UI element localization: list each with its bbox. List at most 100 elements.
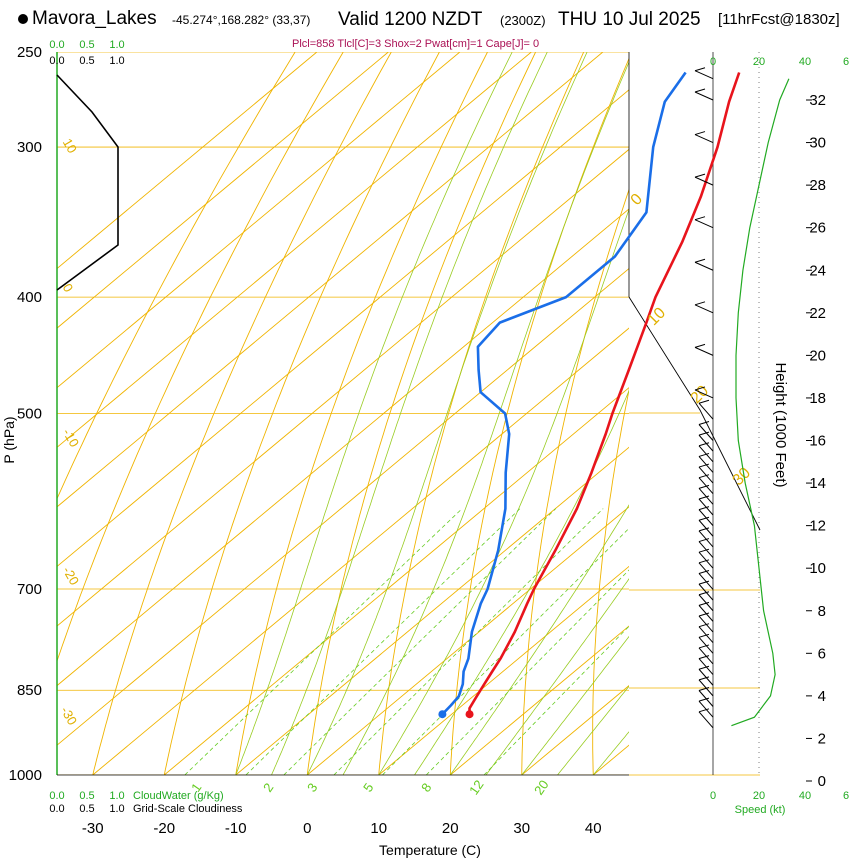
speed-scale-bottom: 20 (753, 790, 765, 802)
wind-barb-staff (698, 498, 714, 516)
wind-barb-flag (698, 708, 710, 713)
wind-barb (698, 623, 714, 644)
wind-barb-staff (698, 466, 714, 484)
dry-adiabat-line (235, 52, 489, 775)
wind-barb (698, 676, 714, 697)
isotherm-line (57, 52, 532, 448)
wind-barb-staff (698, 594, 714, 612)
wind-barb-flag (698, 676, 710, 681)
height-tick-label: 8 (818, 603, 826, 620)
wind-barb-staff (698, 711, 714, 729)
mixing-ratio-line (425, 569, 629, 775)
height-tick-label: 22 (809, 305, 826, 322)
dry-adiabat-line (163, 52, 440, 775)
temperature-tick-label: 0 (303, 820, 311, 837)
temperature-tick-label: -30 (82, 820, 104, 837)
wind-barb-staff (694, 176, 714, 186)
wind-barb-flag (698, 399, 710, 404)
wind-barb-flag (698, 463, 710, 468)
cloudwater-scale-bottom: 1.0 (109, 790, 124, 802)
speed-label: Speed (kt) (735, 804, 786, 816)
wind-barb (698, 506, 714, 526)
height-tick-label: 6 (818, 645, 826, 662)
y-axis-title: P (hPa) (1, 416, 17, 463)
cloudiness-scale-bottom: 0.5 (79, 803, 94, 815)
valid-time: Valid 1200 NZDT (338, 9, 483, 30)
wind-barb (698, 538, 714, 558)
isotherm-line (163, 387, 629, 775)
wind-barb-flag (698, 495, 710, 500)
wind-barb-flag (698, 591, 710, 596)
wind-barb (698, 569, 714, 590)
height-axis-title: Height (1000 Feet) (772, 362, 789, 487)
wind-barb-flag (698, 506, 710, 511)
wind-barb-staff (698, 583, 714, 601)
moist-adiabat-line (271, 52, 548, 775)
wind-barb-flag (694, 173, 706, 178)
cloudwater-scale-bottom: 0.5 (79, 790, 94, 802)
height-tick-label: 2 (818, 730, 826, 747)
moist-adiabat-line (342, 61, 629, 775)
pressure-tick-label: 400 (17, 289, 42, 306)
wind-barb-staff (698, 530, 714, 548)
height-tick-label: 26 (809, 220, 826, 237)
wind-barb (698, 591, 714, 612)
plot-lines-group (57, 52, 850, 775)
wind-barb-flag (698, 623, 710, 628)
wind-barb-staff (698, 573, 714, 590)
wind-barb-flag (698, 484, 710, 489)
wind-barb-flag (694, 343, 706, 348)
height-tick-label: 12 (809, 518, 826, 535)
pressure-tick-label: 700 (17, 581, 42, 598)
dry-adiabat-line (378, 52, 585, 775)
isotherm-line (92, 327, 629, 775)
wind-barb (698, 527, 714, 548)
station-bullet-icon (18, 14, 28, 24)
moist-adiabat-line (557, 685, 629, 775)
wind-barb (698, 601, 714, 622)
isotherm-line (306, 506, 629, 775)
mixing-ratio-line (184, 508, 463, 775)
wind-barb (698, 442, 714, 463)
dry-adiabat-label: -20 (60, 564, 82, 588)
wind-barb-flag (694, 301, 706, 306)
wind-barb-flag (698, 452, 710, 457)
wind-barb-staff (698, 690, 714, 707)
wind-barb-flag (698, 580, 710, 585)
pressure-tick-label: 850 (17, 682, 42, 699)
temperature-tick-label: -20 (153, 820, 175, 837)
moist-adiabat-line (592, 731, 629, 775)
mixing-ratio-line (483, 625, 629, 775)
height-tick-label: 14 (809, 475, 826, 492)
wind-barb-staff (698, 668, 714, 686)
moist-adiabat-line (521, 635, 629, 775)
dry-adiabat-label: 10 (60, 136, 80, 156)
cloudiness-profile-line (56, 74, 119, 291)
temperature-tick-label: 40 (585, 820, 602, 837)
cloudwater-scale-top: 1.0 (109, 39, 124, 51)
height-tick-label: 10 (809, 560, 826, 577)
wind-barb (694, 386, 714, 399)
wind-barb-flag (698, 697, 710, 702)
pressure-tick-label: 1000 (9, 767, 42, 784)
wind-barb-staff (698, 615, 714, 633)
right-panel-lines (628, 52, 761, 776)
wind-barb-staff (698, 488, 714, 505)
isotherm-line (592, 744, 629, 775)
wind-barb-flag (694, 131, 706, 136)
wind-barb-staff (698, 434, 714, 452)
dry-adiabat-line (306, 52, 537, 775)
wind-barb-staff (698, 541, 714, 558)
valid-date: THU 10 Jul 2025 (558, 9, 701, 30)
wind-barb-staff (698, 477, 714, 495)
height-tick-label: 20 (809, 347, 826, 364)
wind-barb-staff (694, 219, 714, 229)
wind-barb (694, 258, 714, 271)
utc-time: (2300Z) (500, 13, 546, 28)
isotherm-line (665, 52, 850, 775)
speed-scale-top: 40 (799, 56, 811, 68)
wind-barb (694, 301, 714, 314)
wind-barb-flag (698, 527, 710, 532)
dry-adiabat-line (521, 188, 629, 775)
